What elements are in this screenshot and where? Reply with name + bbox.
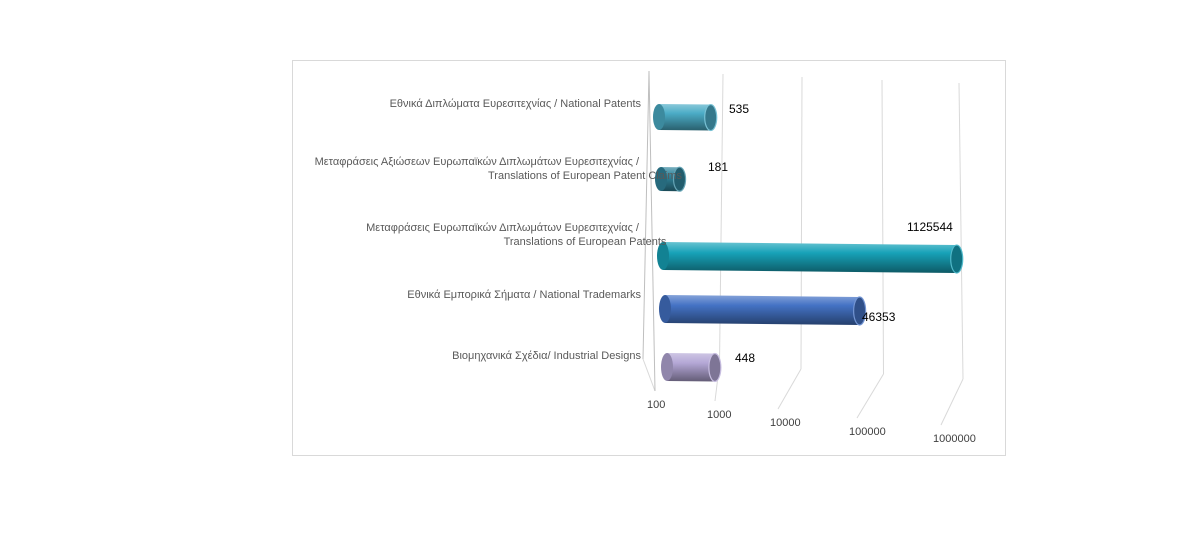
gridline xyxy=(642,70,650,360)
floor-gridline xyxy=(777,368,802,410)
bar-body xyxy=(665,295,860,325)
bar xyxy=(653,103,718,132)
bar xyxy=(657,242,964,274)
bar xyxy=(659,295,867,326)
category-label: Μεταφράσεις Αξιώσεων Ευρωπαϊκών Διπλωμάτ… xyxy=(315,156,683,182)
bar-end-cap xyxy=(853,296,867,326)
floor-gridline xyxy=(856,373,884,419)
gridline xyxy=(881,79,884,375)
bar-chart: 100 1000 10000 100000 1000000 535 181 1125544 46… xyxy=(315,70,976,445)
category-label: Εθνικά Διπλώματα Ευρεσιτεχνίας / Nationa… xyxy=(390,98,642,110)
chart-area: 100 1000 10000 100000 1000000 535 181 1125544 46… xyxy=(292,60,1006,456)
bar-base-cap xyxy=(655,167,667,191)
data-label: 181 xyxy=(708,160,728,174)
tick-label: 100 xyxy=(647,399,665,411)
bar xyxy=(661,352,722,383)
category-label: Μεταφράσεις Ευρωπαϊκών Διπλωμάτων Ευρεσι… xyxy=(366,222,667,248)
axis-wall xyxy=(648,70,656,392)
bar-base-cap xyxy=(653,104,665,130)
tick-label: 1000 xyxy=(707,409,731,421)
floor-gridline xyxy=(642,358,656,392)
bar-body xyxy=(659,104,711,131)
gridline xyxy=(958,82,964,380)
category-label: Βιομηχανικά Σχέδια/ Industrial Designs xyxy=(452,350,641,362)
category-label: Εθνικά Εμπορικά Σήματα / National Tradem… xyxy=(407,289,641,301)
bar-end-cap xyxy=(950,244,964,274)
bar xyxy=(655,166,687,192)
bar-body xyxy=(663,242,957,274)
bar-body xyxy=(667,353,715,382)
tick-label: 1000000 xyxy=(933,433,976,445)
gridline xyxy=(800,76,803,370)
floor-gridline xyxy=(940,378,964,426)
bar-base-cap xyxy=(657,242,669,270)
bar-base-cap xyxy=(659,295,671,323)
data-label: 1125544 xyxy=(907,220,953,234)
data-label: 535 xyxy=(729,102,749,116)
data-label: 448 xyxy=(735,351,755,365)
data-label: 46353 xyxy=(862,310,896,324)
tick-label: 100000 xyxy=(849,426,886,438)
bar-end-cap xyxy=(708,352,722,383)
bar-end-cap xyxy=(672,166,687,192)
bar-base-cap xyxy=(661,353,673,381)
bar-end-cap xyxy=(704,103,718,132)
tick-label: 10000 xyxy=(770,417,801,429)
